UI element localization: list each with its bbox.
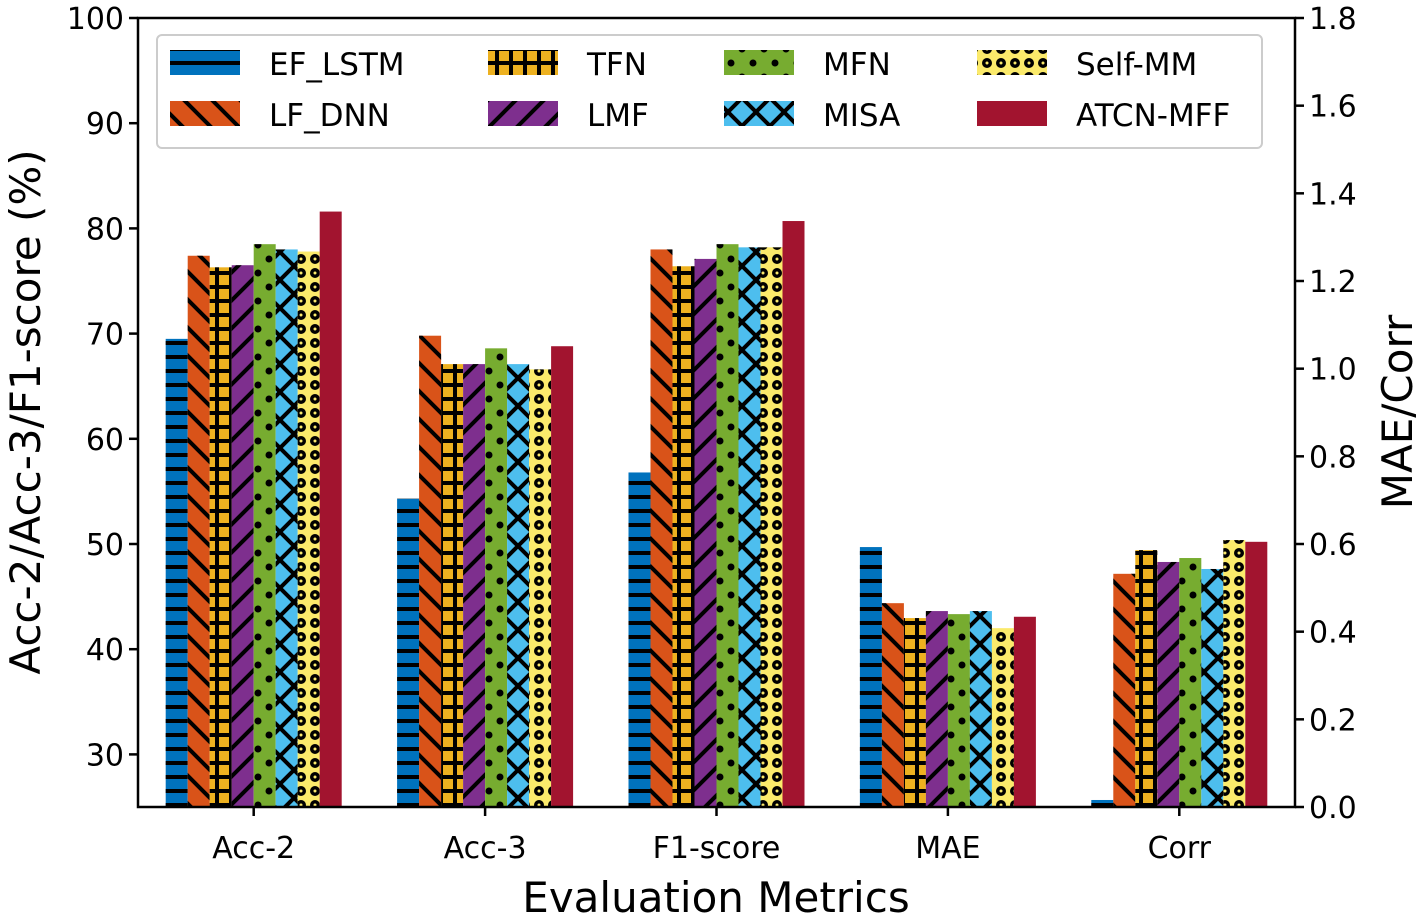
bar-hatch — [463, 364, 486, 807]
bar-ATCN-MFF-Acc-3 — [551, 346, 574, 807]
bar-hatch — [485, 348, 508, 807]
bar-ATCN-MFF-F1-score — [782, 221, 805, 807]
x-axis-label: Evaluation Metrics — [522, 873, 909, 917]
x-tick-label: Acc-3 — [444, 831, 527, 866]
legend-swatch-hatch — [724, 101, 794, 126]
x-tick-label: Corr — [1148, 831, 1212, 866]
bar-hatch — [1113, 573, 1136, 807]
bar-hatch — [925, 611, 948, 807]
y-tick-label-left: 100 — [67, 2, 124, 37]
y-tick-label-right: 1.2 — [1309, 265, 1357, 300]
bar-hatch — [716, 244, 739, 807]
y-tick-label-right: 1.6 — [1309, 90, 1357, 125]
bar-hatch — [738, 247, 761, 807]
bar-hatch — [253, 244, 276, 807]
bar-hatch — [187, 255, 210, 807]
legend-label: EF_LSTM — [269, 47, 405, 83]
legend-label: LF_DNN — [269, 98, 390, 134]
bar-hatch — [297, 251, 320, 807]
y-tick-label-left: 70 — [86, 318, 124, 353]
y-tick-label-right: 1.0 — [1309, 353, 1357, 388]
legend-swatch-hatch — [488, 50, 558, 75]
legend-swatch-ATCN-MFF — [977, 101, 1047, 126]
bar-ATCN-MFF-Corr — [1245, 541, 1268, 807]
y-tick-label-left: 80 — [86, 212, 124, 247]
bar-hatch — [859, 547, 882, 807]
x-tick-label: MAE — [915, 831, 980, 866]
y-tick-label-right: 0.0 — [1309, 791, 1357, 826]
legend-label: Self-MM — [1076, 47, 1197, 83]
bar-hatch — [507, 364, 530, 807]
legend-label: TFN — [586, 47, 647, 83]
y-tick-label-left: 60 — [86, 423, 124, 458]
y-tick-label-right: 0.8 — [1309, 440, 1357, 475]
y-tick-label-right: 0.6 — [1309, 528, 1357, 563]
bar-hatch — [275, 249, 298, 807]
y-tick-label-right: 1.4 — [1309, 177, 1357, 212]
legend: EF_LSTM LF_DNN TFN LMF MFN MISA Self-MM ATCN-MF… — [156, 34, 1263, 149]
bar-hatch — [1091, 799, 1114, 807]
y-tick-label-left: 50 — [86, 528, 124, 563]
legend-swatch-hatch — [724, 50, 794, 75]
bar-hatch — [231, 265, 254, 808]
y-tick-label-left: 90 — [86, 107, 124, 142]
y-tick-label-right: 0.4 — [1309, 616, 1357, 651]
y-tick-label-right: 1.8 — [1309, 2, 1357, 37]
legend-swatch-hatch — [977, 50, 1047, 75]
bar-hatch — [165, 338, 188, 807]
bar-hatch — [529, 369, 552, 807]
bar-hatch — [419, 335, 442, 807]
legend-swatch-hatch — [170, 101, 240, 126]
legend-label: ATCN-MFF — [1076, 98, 1230, 134]
legend-label: MISA — [823, 98, 900, 134]
x-tick-label: F1-score — [653, 831, 781, 866]
bar-hatch — [1223, 540, 1246, 807]
bar-hatch — [903, 618, 926, 807]
bar-hatch — [1135, 550, 1158, 807]
bar-hatch — [969, 611, 992, 807]
bar-ATCN-MFF-Acc-2 — [319, 211, 342, 807]
bar-hatch — [1157, 561, 1180, 807]
legend-label: LMF — [587, 98, 649, 134]
y-axis-label-right: MAE/Corr — [1373, 314, 1417, 509]
x-tick-label: Acc-2 — [212, 831, 295, 866]
y-axis-label-left: Acc-2/Acc-3/F1-score (%) — [1, 149, 50, 674]
bar-hatch — [209, 267, 232, 808]
bar-hatch — [760, 247, 783, 807]
legend-label: MFN — [823, 47, 891, 83]
bar-hatch — [650, 249, 673, 807]
legend-swatch-hatch — [488, 101, 558, 126]
y-tick-label-right: 0.2 — [1309, 703, 1357, 738]
legend-swatch-hatch — [170, 50, 240, 75]
bar-hatch — [694, 258, 717, 808]
bar-hatch — [1201, 568, 1224, 807]
bar-hatch — [947, 614, 970, 807]
bar-hatch — [397, 498, 420, 807]
y-tick-label-left: 30 — [86, 738, 124, 773]
y-tick-label-left: 40 — [86, 633, 124, 668]
bar-hatch — [628, 472, 651, 807]
bar-hatch — [672, 266, 695, 808]
bar-hatch — [441, 364, 464, 807]
bar-hatch — [881, 603, 904, 807]
bar-hatch — [1179, 558, 1202, 807]
bar-ATCN-MFF-MAE — [1013, 616, 1036, 807]
bar-hatch — [991, 628, 1014, 807]
